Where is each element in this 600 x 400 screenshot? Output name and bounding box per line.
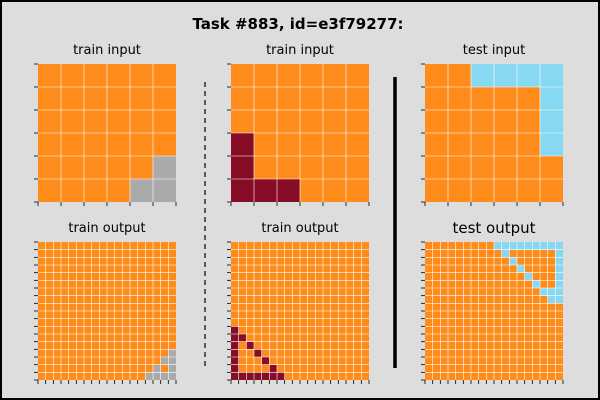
- grid-cell-maroon: [261, 372, 270, 380]
- grid-cell-gray: [153, 372, 161, 380]
- grid-cell-cyan: [517, 265, 525, 273]
- panel-title-train-output-1: train output: [68, 221, 146, 236]
- grid-cell-gray: [168, 357, 176, 365]
- grid-cell-gray: [130, 179, 153, 202]
- grid-cell-maroon: [246, 341, 254, 350]
- grid-cell-cyan: [532, 242, 540, 250]
- grid-cell-cyan: [509, 242, 517, 250]
- grid-cell-maroon: [231, 156, 254, 179]
- grid-cell-cyan: [471, 64, 494, 87]
- grid-cell-gray: [160, 357, 169, 365]
- grid-cell-maroon: [238, 372, 247, 380]
- grid-cell-maroon: [231, 364, 239, 373]
- grid-test-input: [421, 63, 564, 206]
- grid-cell-maroon: [231, 326, 239, 334]
- grid-cell-cyan: [494, 242, 502, 250]
- grid-cell-maroon: [277, 179, 300, 202]
- grid-cell-cyan: [540, 133, 563, 156]
- grid-train-input-2: [227, 63, 370, 206]
- figure-title: Task #883, id=e3f79277:: [192, 15, 404, 33]
- grid-cell-cyan: [509, 257, 517, 265]
- grid-cell-cyan: [524, 242, 533, 250]
- panel-title-train-input-1: train input: [73, 43, 141, 58]
- grid-cell-cyan: [555, 280, 563, 288]
- grid-cell-cyan: [555, 288, 563, 296]
- grid-cell-gray: [168, 372, 176, 380]
- grid-cell-maroon: [231, 372, 239, 380]
- grid-cell-maroon: [238, 334, 247, 342]
- grid-cell-cyan: [547, 295, 556, 304]
- grid-cell-cyan: [532, 280, 540, 288]
- grid-cell-maroon: [269, 364, 277, 373]
- panel-title-test-output: test output: [452, 219, 536, 237]
- grid-cell-cyan: [501, 242, 510, 250]
- grid-cell-gray: [153, 179, 176, 202]
- panel-title-test-input: test input: [462, 43, 526, 58]
- grid-cell-maroon: [254, 372, 262, 380]
- grid-train-output-2: [227, 241, 370, 384]
- grid-cell-gray: [153, 156, 176, 179]
- grid-cell-maroon: [254, 349, 262, 357]
- grid-cell-cyan: [555, 249, 563, 258]
- grid-cell-gray: [160, 372, 169, 380]
- grid-cell-maroon: [261, 357, 270, 365]
- grid-cell-cyan: [540, 242, 548, 250]
- grid-cell-cyan: [547, 288, 556, 296]
- grid-cell-maroon: [231, 341, 239, 350]
- grid-cell-cyan: [555, 242, 563, 250]
- grid-cell-cyan: [524, 272, 533, 281]
- grid-cell-cyan: [555, 257, 563, 265]
- grid-cell-maroon: [231, 133, 254, 156]
- grid-cell-maroon: [246, 372, 254, 380]
- grid-cell-gray: [145, 372, 153, 380]
- grid-cell-gray: [168, 364, 176, 373]
- grid-cell-cyan: [555, 272, 563, 281]
- grid-cell-gray: [153, 364, 161, 373]
- grid-test-output: [421, 241, 564, 384]
- panel-title-train-input-2: train input: [266, 43, 334, 58]
- grid-train-output-1: [34, 241, 177, 384]
- grid-cell-maroon: [231, 357, 239, 365]
- grid-cell-maroon: [254, 179, 277, 202]
- grid-cell-cyan: [547, 242, 556, 250]
- grid-cell-cyan: [494, 64, 517, 87]
- grid-cell-cyan: [517, 64, 540, 87]
- grid-cell-cyan: [555, 265, 563, 273]
- grid-cell-cyan: [540, 288, 548, 296]
- grid-cell-cyan: [517, 242, 525, 250]
- grid-cell-maroon: [269, 372, 277, 380]
- grid-cell-cyan: [540, 87, 563, 110]
- grid-cell-maroon: [231, 349, 239, 357]
- grid-cell-maroon: [231, 179, 254, 202]
- grid-cell-cyan: [501, 249, 510, 258]
- grid-cell-gray: [168, 349, 176, 357]
- grid-cell-maroon: [277, 372, 285, 380]
- grid-train-input-1: [34, 63, 177, 206]
- grid-cell-cyan: [540, 110, 563, 133]
- grid-cell-maroon: [231, 334, 239, 342]
- panel-title-train-output-2: train output: [261, 221, 339, 236]
- grid-cell-cyan: [555, 295, 563, 304]
- grid-cell-cyan: [540, 64, 563, 87]
